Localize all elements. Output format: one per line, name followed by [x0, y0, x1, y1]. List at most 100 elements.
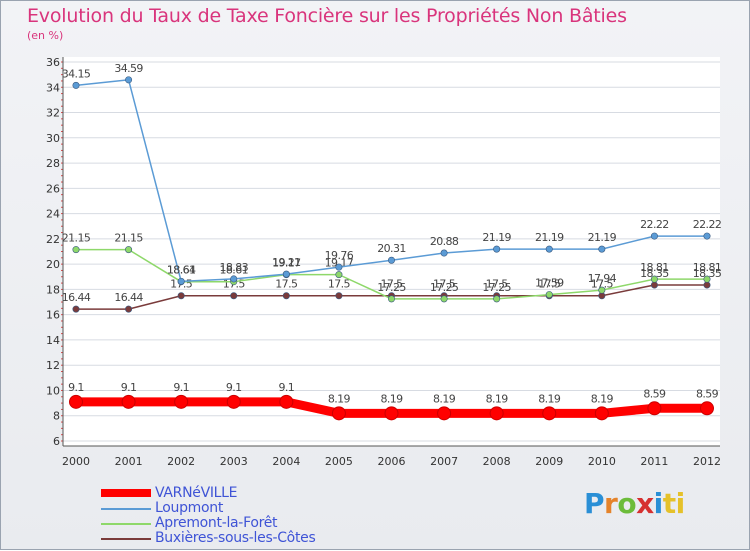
y-tick-label: 24 — [46, 208, 60, 221]
data-label: 17.25 — [482, 281, 511, 294]
data-label: 17.5 — [486, 278, 509, 291]
x-tick-label: 2003 — [220, 455, 248, 468]
data-point — [69, 394, 83, 409]
data-point — [331, 406, 346, 421]
data-label: 17.25 — [377, 281, 406, 294]
x-tick-label: 2012 — [693, 455, 721, 468]
data-point — [545, 291, 553, 299]
data-point — [335, 271, 343, 279]
data-point — [387, 256, 395, 264]
data-label: 21.19 — [482, 231, 511, 244]
data-label: 17.5 — [538, 278, 561, 291]
data-label: 34.15 — [62, 67, 91, 80]
data-label: 8.19 — [380, 392, 403, 405]
data-label: 17.59 — [535, 277, 564, 290]
data-point — [230, 275, 238, 283]
data-point — [125, 246, 133, 254]
data-label: 21.19 — [588, 231, 617, 244]
y-tick-label: 34 — [46, 81, 60, 94]
y-tick-label: 30 — [46, 132, 60, 145]
data-label: 18.61 — [167, 264, 196, 277]
data-label: 18.61 — [220, 264, 249, 277]
data-label: 17.25 — [430, 281, 459, 294]
legend-label: Loupmont — [155, 500, 224, 516]
data-label: 17.5 — [328, 278, 351, 291]
y-tick-label: 22 — [46, 233, 60, 246]
data-point — [335, 292, 343, 300]
data-label: 22.22 — [693, 218, 722, 231]
x-tick-label: 2011 — [640, 455, 668, 468]
data-point — [650, 232, 658, 240]
data-point — [703, 281, 711, 289]
data-label: 16.44 — [114, 291, 143, 304]
data-label: 21.19 — [535, 231, 564, 244]
data-point — [174, 394, 189, 409]
data-label: 8.59 — [696, 387, 719, 400]
data-point — [700, 401, 714, 416]
data-point — [647, 401, 662, 416]
data-point — [598, 245, 606, 253]
data-label: 8.19 — [486, 392, 509, 405]
data-label: 18.64 — [167, 263, 196, 276]
data-label: 9.1 — [173, 381, 189, 394]
data-point — [440, 249, 448, 257]
data-point — [703, 275, 711, 283]
data-point — [279, 394, 294, 409]
y-tick-label: 10 — [46, 384, 60, 397]
data-label: 18.83 — [220, 261, 249, 274]
data-point — [282, 270, 290, 278]
data-point — [493, 295, 501, 303]
x-tick-label: 2002 — [167, 455, 195, 468]
data-label: 8.19 — [433, 392, 456, 405]
data-point — [384, 406, 399, 421]
data-point — [437, 406, 452, 421]
data-point — [493, 245, 501, 253]
data-label: 19.76 — [325, 249, 354, 262]
data-point — [545, 245, 553, 253]
data-label: 21.15 — [62, 232, 91, 245]
data-point — [72, 81, 80, 89]
proxiti-logo: Proxiti — [584, 487, 685, 520]
x-tick-label: 2008 — [483, 455, 511, 468]
data-label: 9.1 — [68, 381, 84, 394]
x-tick-label: 2004 — [272, 455, 300, 468]
data-point — [72, 246, 80, 254]
x-tick-label: 2000 — [62, 455, 90, 468]
data-label: 8.19 — [591, 392, 614, 405]
y-tick-label: 36 — [46, 56, 60, 69]
y-tick-label: 14 — [46, 334, 60, 347]
data-label: 18.35 — [640, 267, 669, 280]
y-tick-label: 6 — [53, 435, 60, 448]
data-label: 18.81 — [693, 261, 722, 274]
data-label: 9.1 — [121, 381, 137, 394]
data-label: 8.19 — [328, 392, 351, 405]
data-point — [125, 76, 133, 84]
data-label: 34.59 — [114, 62, 143, 75]
data-point — [72, 305, 80, 313]
x-tick-label: 2010 — [588, 455, 616, 468]
data-point — [125, 305, 133, 313]
legend-swatch — [101, 508, 151, 510]
y-tick-label: 8 — [53, 410, 60, 423]
legend-swatch — [101, 523, 151, 525]
data-label: 17.5 — [433, 278, 456, 291]
data-label: 8.59 — [643, 387, 666, 400]
data-point — [387, 295, 395, 303]
data-point — [177, 292, 185, 300]
data-label: 17.5 — [591, 278, 614, 291]
x-tick-label: 2007 — [430, 455, 458, 468]
data-label: 17.5 — [275, 278, 298, 291]
chart-subtitle: (en %) — [27, 29, 64, 42]
data-point — [542, 406, 557, 421]
data-point — [703, 232, 711, 240]
data-point — [335, 263, 343, 271]
data-label: 19.17 — [272, 257, 301, 270]
plot-area — [63, 57, 720, 446]
x-tick-label: 2005 — [325, 455, 353, 468]
data-label: 18.81 — [640, 261, 669, 274]
chart-title: Evolution du Taux de Taxe Foncière sur l… — [27, 5, 627, 27]
legend-label: Apremont-la-Forêt — [155, 515, 278, 531]
data-label: 17.5 — [380, 278, 403, 291]
data-point — [489, 406, 504, 421]
